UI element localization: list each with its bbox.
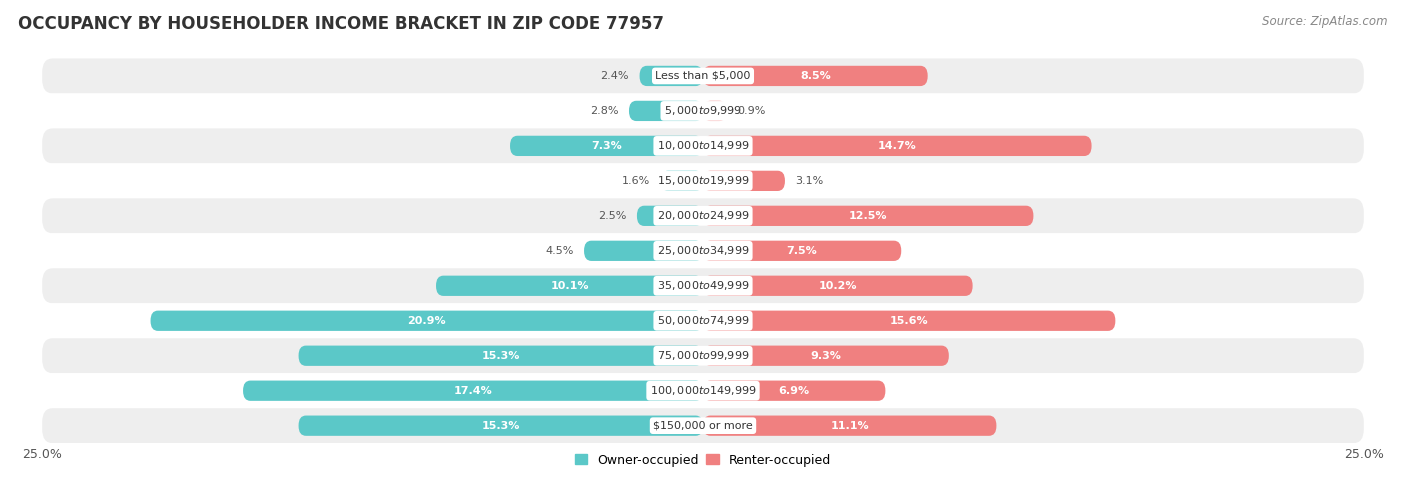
FancyBboxPatch shape xyxy=(703,415,997,436)
Text: 10.1%: 10.1% xyxy=(550,281,589,291)
Text: 17.4%: 17.4% xyxy=(454,386,492,396)
FancyBboxPatch shape xyxy=(703,66,928,86)
FancyBboxPatch shape xyxy=(42,94,1364,129)
Text: 20.9%: 20.9% xyxy=(408,316,446,326)
Text: $5,000 to $9,999: $5,000 to $9,999 xyxy=(664,104,742,117)
Legend: Owner-occupied, Renter-occupied: Owner-occupied, Renter-occupied xyxy=(569,449,837,471)
FancyBboxPatch shape xyxy=(42,373,1364,408)
FancyBboxPatch shape xyxy=(640,66,703,86)
Text: 15.3%: 15.3% xyxy=(482,421,520,431)
FancyBboxPatch shape xyxy=(298,415,703,436)
FancyBboxPatch shape xyxy=(42,233,1364,268)
Text: 1.6%: 1.6% xyxy=(621,176,650,186)
Text: $25,000 to $34,999: $25,000 to $34,999 xyxy=(657,244,749,257)
Text: $50,000 to $74,999: $50,000 to $74,999 xyxy=(657,314,749,327)
FancyBboxPatch shape xyxy=(150,311,703,331)
FancyBboxPatch shape xyxy=(298,346,703,366)
Text: $35,000 to $49,999: $35,000 to $49,999 xyxy=(657,279,749,292)
Text: Less than $5,000: Less than $5,000 xyxy=(655,71,751,81)
Text: $150,000 or more: $150,000 or more xyxy=(654,421,752,431)
Text: 2.5%: 2.5% xyxy=(598,211,626,221)
Text: 12.5%: 12.5% xyxy=(849,211,887,221)
Text: 15.3%: 15.3% xyxy=(482,351,520,361)
FancyBboxPatch shape xyxy=(703,311,1115,331)
Text: OCCUPANCY BY HOUSEHOLDER INCOME BRACKET IN ZIP CODE 77957: OCCUPANCY BY HOUSEHOLDER INCOME BRACKET … xyxy=(18,15,664,33)
FancyBboxPatch shape xyxy=(436,276,703,296)
Text: 2.4%: 2.4% xyxy=(600,71,628,81)
Text: 0.9%: 0.9% xyxy=(737,106,766,116)
FancyBboxPatch shape xyxy=(42,303,1364,338)
FancyBboxPatch shape xyxy=(243,380,703,401)
Text: $75,000 to $99,999: $75,000 to $99,999 xyxy=(657,349,749,362)
FancyBboxPatch shape xyxy=(703,171,785,191)
Text: 11.1%: 11.1% xyxy=(831,421,869,431)
Text: 6.9%: 6.9% xyxy=(779,386,810,396)
FancyBboxPatch shape xyxy=(42,408,1364,443)
Text: 3.1%: 3.1% xyxy=(796,176,824,186)
Text: $20,000 to $24,999: $20,000 to $24,999 xyxy=(657,209,749,223)
Text: 10.2%: 10.2% xyxy=(818,281,858,291)
FancyBboxPatch shape xyxy=(703,206,1033,226)
Text: $100,000 to $149,999: $100,000 to $149,999 xyxy=(650,384,756,397)
FancyBboxPatch shape xyxy=(703,241,901,261)
Text: 4.5%: 4.5% xyxy=(546,246,574,256)
FancyBboxPatch shape xyxy=(42,198,1364,233)
Text: 7.5%: 7.5% xyxy=(787,246,817,256)
Text: 9.3%: 9.3% xyxy=(810,351,841,361)
FancyBboxPatch shape xyxy=(703,346,949,366)
FancyBboxPatch shape xyxy=(703,101,727,121)
FancyBboxPatch shape xyxy=(703,380,886,401)
FancyBboxPatch shape xyxy=(42,129,1364,163)
Text: 7.3%: 7.3% xyxy=(591,141,621,151)
Text: 2.8%: 2.8% xyxy=(591,106,619,116)
FancyBboxPatch shape xyxy=(42,163,1364,198)
FancyBboxPatch shape xyxy=(42,338,1364,373)
FancyBboxPatch shape xyxy=(42,268,1364,303)
FancyBboxPatch shape xyxy=(661,171,703,191)
FancyBboxPatch shape xyxy=(628,101,703,121)
Text: 8.5%: 8.5% xyxy=(800,71,831,81)
FancyBboxPatch shape xyxy=(583,241,703,261)
Text: $15,000 to $19,999: $15,000 to $19,999 xyxy=(657,174,749,187)
Text: 14.7%: 14.7% xyxy=(877,141,917,151)
FancyBboxPatch shape xyxy=(703,136,1091,156)
FancyBboxPatch shape xyxy=(637,206,703,226)
FancyBboxPatch shape xyxy=(703,276,973,296)
FancyBboxPatch shape xyxy=(510,136,703,156)
Text: 15.6%: 15.6% xyxy=(890,316,928,326)
Text: Source: ZipAtlas.com: Source: ZipAtlas.com xyxy=(1263,15,1388,28)
Text: $10,000 to $14,999: $10,000 to $14,999 xyxy=(657,139,749,152)
FancyBboxPatch shape xyxy=(42,58,1364,94)
